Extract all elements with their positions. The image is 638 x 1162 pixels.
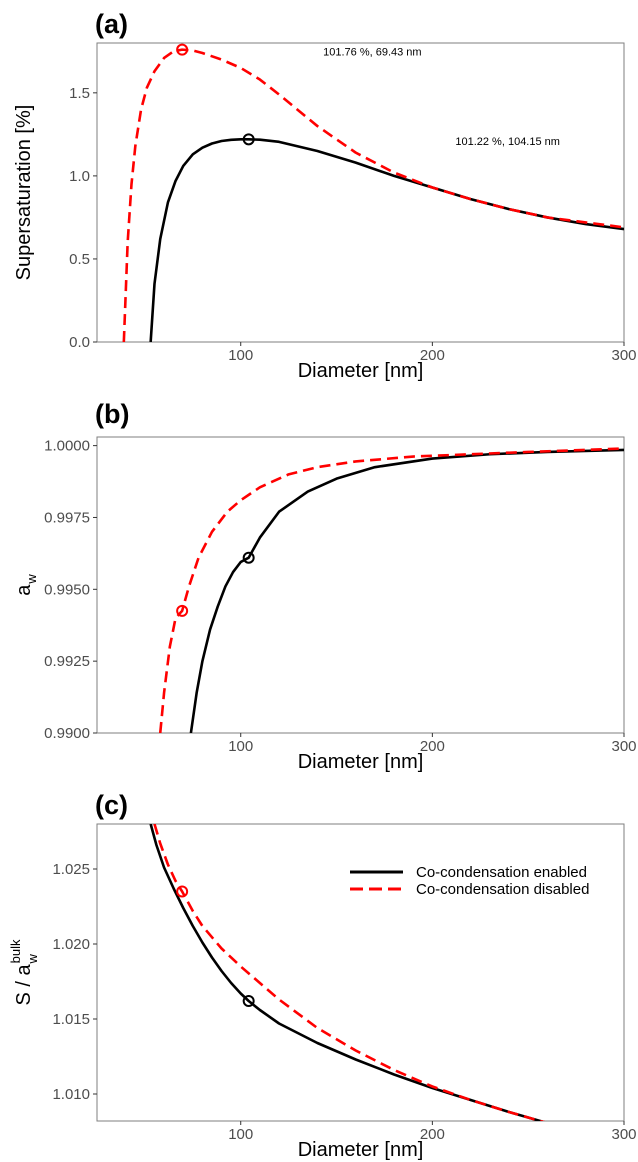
y-axis-title: S / abulk w <box>8 939 40 1005</box>
series-line-0 <box>189 448 624 733</box>
x-tick-label: 100 <box>228 1126 253 1143</box>
plot-frame <box>96 42 625 343</box>
panel-a: (a) 100 200 300 0.0 0.5 1.0 1.5 Diameter [nm] Sup… <box>13 9 637 382</box>
y-axis-title: Supersaturation [%] <box>13 105 35 281</box>
annotation-label: 101.76 %, 69.43 nm <box>323 46 421 58</box>
y-tick-label: 0.5 <box>69 251 90 268</box>
series-marker-1 <box>176 885 189 898</box>
y-tick-label: 0.9925 <box>44 653 90 670</box>
y-tick-label: 1.010 <box>52 1086 90 1103</box>
x-axis-title: Diameter [nm] <box>298 751 424 773</box>
y-tick-label: 1.020 <box>52 936 90 953</box>
panel-b: (b) 100 200 300 0.9900 0.9925 0.9950 0.9975 1.00… <box>13 399 637 773</box>
legend-label: Co-condensation enabled <box>416 864 587 881</box>
y-tick-label: 0.9975 <box>44 509 90 526</box>
series-line-1 <box>158 447 624 733</box>
panel-label: (c) <box>95 790 128 820</box>
series-marker-1 <box>176 43 189 56</box>
x-tick-label: 100 <box>228 738 253 755</box>
panel-label: (b) <box>95 399 129 429</box>
y-tick-label: 1.0 <box>69 168 90 185</box>
series-line-1 <box>153 824 545 1121</box>
series-marker-0 <box>242 995 255 1007</box>
x-tick-label: 100 <box>228 347 253 364</box>
x-tick-label: 300 <box>611 347 636 364</box>
plot-frame <box>96 436 625 734</box>
x-axis-title: Diameter [nm] <box>298 1139 424 1161</box>
series-line-0 <box>149 824 545 1121</box>
panel-c: (c) 100 200 300 1.010 1.015 1.020 1.025 Diameter… <box>8 790 637 1161</box>
y-tick-label: 1.015 <box>52 1011 90 1028</box>
y-tick-label: 1.0000 <box>44 438 90 455</box>
annotation-label: 101.22 %, 104.15 nm <box>455 136 560 148</box>
panel-label: (a) <box>95 9 128 39</box>
x-tick-label: 200 <box>420 347 445 364</box>
y-tick-label: 0.9900 <box>44 725 90 742</box>
series-line-1 <box>122 48 624 342</box>
y-tick-label: 1.5 <box>69 85 90 102</box>
x-tick-label: 200 <box>420 738 445 755</box>
y-tick-label: 0.0 <box>69 334 90 351</box>
x-tick-label: 300 <box>611 738 636 755</box>
y-tick-label: 0.9950 <box>44 581 90 598</box>
x-tick-label: 300 <box>611 1126 636 1143</box>
x-axis-title: Diameter [nm] <box>298 360 424 382</box>
y-axis-title: aw <box>13 574 39 596</box>
series-marker-0 <box>242 551 255 564</box>
series-marker-1 <box>176 604 189 617</box>
x-tick-label: 200 <box>420 1126 445 1143</box>
series-marker-0 <box>242 133 255 146</box>
plot-frame <box>96 823 625 1122</box>
legend-label: Co-condensation disabled <box>416 881 589 898</box>
y-tick-label: 1.025 <box>52 861 90 878</box>
